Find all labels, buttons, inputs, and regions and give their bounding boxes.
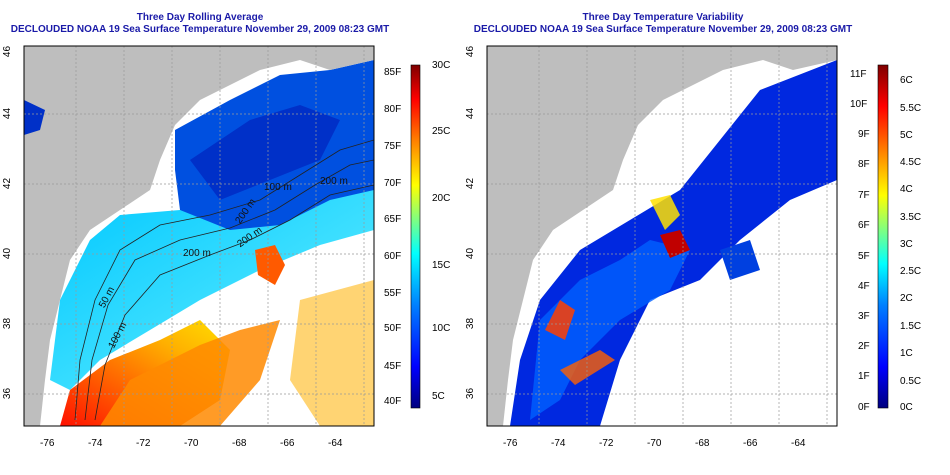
contour-label: 200 m <box>233 196 259 227</box>
colorbar-c-label: 20C <box>432 193 451 204</box>
lat-tick: 42 <box>2 177 14 190</box>
colorbar-c-label: 4C <box>900 184 913 195</box>
colorbar-f-label: 4F <box>858 281 870 292</box>
colorbar-f-label: 85F <box>384 67 402 78</box>
colorbar-f-label: 5F <box>858 251 870 262</box>
colorbar-c-label: 25C <box>432 126 451 137</box>
colorbar-c-label: 5C <box>432 391 445 402</box>
colorbar-f-label: 3F <box>858 311 870 322</box>
lat-tick: 42 <box>465 177 477 190</box>
lon-tick: -68 <box>232 438 247 449</box>
colorbar-c-label: 5.5C <box>900 103 922 114</box>
lon-tick: -70 <box>184 438 199 449</box>
colorbar-f-label: 45F <box>384 361 402 372</box>
right-title-line1: Three Day Temperature Variability <box>582 12 744 23</box>
colorbar-c-label: 4.5C <box>900 157 922 168</box>
colorbar-f-label: 10F <box>850 99 868 110</box>
colorbar-f-label: 2F <box>858 341 870 352</box>
left-title-line1: Three Day Rolling Average <box>136 12 264 23</box>
colorbar-c-label: 5C <box>900 130 913 141</box>
colorbar-f-label: 9F <box>858 129 870 140</box>
left-colorbar <box>410 64 421 409</box>
colorbar-f-label: 0F <box>858 402 870 413</box>
colorbar-c-label: 1C <box>900 348 913 359</box>
colorbar-f-label: 8F <box>858 159 870 170</box>
lon-tick: -74 <box>88 438 103 449</box>
contour-label: 100 m <box>264 182 292 193</box>
lat-tick: 36 <box>465 387 477 400</box>
contour-label: 200 m <box>183 248 211 259</box>
colorbar-c-label: 30C <box>432 60 451 71</box>
colorbar-c-label: 3.5C <box>900 212 922 223</box>
colorbar-c-label: 3C <box>900 239 913 250</box>
contour-label: 200 m <box>235 225 265 250</box>
colorbar-f-label: 70F <box>384 178 402 189</box>
contour-label: 100 m <box>106 320 130 351</box>
colorbar-f-label: 75F <box>384 141 402 152</box>
contour-label: 200 m <box>320 176 348 187</box>
left-title-line2: DECLOUDED NOAA 19 Sea Surface Temperatur… <box>10 24 390 35</box>
lon-tick: -76 <box>503 438 518 449</box>
lat-tick: 38 <box>2 317 14 330</box>
right-title-line2: DECLOUDED NOAA 19 Sea Surface Temperatur… <box>473 24 853 35</box>
colorbar-c-label: 2C <box>900 293 913 304</box>
colorbar-c-label: 1.5C <box>900 321 922 332</box>
colorbar-c-label: 6C <box>900 75 913 86</box>
colorbar-f-label: 80F <box>384 104 402 115</box>
colorbar-c-label: 10C <box>432 323 451 334</box>
colorbar-f-label: 50F <box>384 323 402 334</box>
lat-tick: 44 <box>2 107 14 120</box>
lon-tick: -76 <box>40 438 55 449</box>
right-land <box>487 46 837 426</box>
colorbar-f-label: 1F <box>858 371 870 382</box>
colorbar-f-label: 65F <box>384 214 402 225</box>
lat-tick: 44 <box>465 107 477 120</box>
colorbar-f-label: 40F <box>384 396 402 407</box>
colorbar-c-label: 2.5C <box>900 266 922 277</box>
colorbar-c-label: 15C <box>432 260 451 271</box>
colorbar-f-label: 6F <box>858 220 870 231</box>
lon-tick: -66 <box>280 438 295 449</box>
lon-tick: -70 <box>647 438 662 449</box>
lon-tick: -68 <box>695 438 710 449</box>
right-colorbar <box>877 64 889 409</box>
lat-tick: 40 <box>465 247 477 260</box>
colorbar-c-label: 0.5C <box>900 376 922 387</box>
colorbar-f-label: 60F <box>384 251 402 262</box>
lat-tick: 46 <box>465 45 477 58</box>
lon-tick: -64 <box>328 438 343 449</box>
lon-tick: -64 <box>791 438 806 449</box>
colorbar-f-label: 7F <box>858 190 870 201</box>
colorbar-f-label: 55F <box>384 288 402 299</box>
right-map-frame <box>486 45 838 427</box>
lat-tick: 36 <box>2 387 14 400</box>
lat-tick: 40 <box>2 247 14 260</box>
colorbar-c-label: 0C <box>900 402 913 413</box>
contour-label: 50 m <box>97 285 118 310</box>
right-variability-water <box>510 60 837 426</box>
left-contour-labels: 50 m 100 m 200 m 200 m 200 m 100 m 200 m <box>0 0 400 475</box>
lat-tick: 46 <box>2 45 14 58</box>
lon-tick: -66 <box>743 438 758 449</box>
lon-tick: -72 <box>599 438 614 449</box>
lon-tick: -74 <box>551 438 566 449</box>
lon-tick: -72 <box>136 438 151 449</box>
lat-tick: 38 <box>465 317 477 330</box>
colorbar-f-label: 11F <box>850 69 867 80</box>
